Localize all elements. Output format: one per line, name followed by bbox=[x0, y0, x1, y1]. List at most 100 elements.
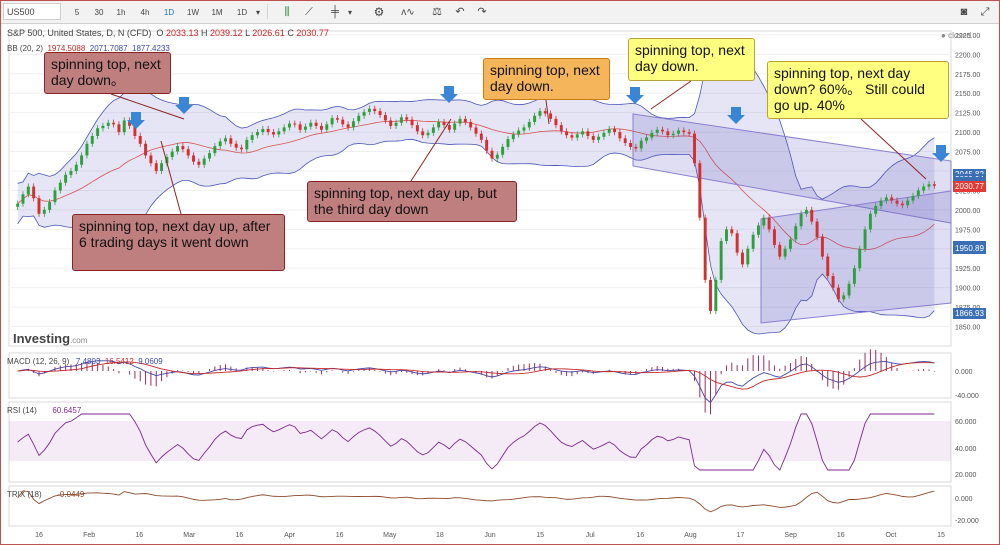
candle-body bbox=[725, 229, 728, 241]
undo-icon[interactable]: ↶ bbox=[455, 6, 465, 18]
candle-body bbox=[149, 155, 153, 164]
candle-body bbox=[932, 184, 936, 186]
candle-body bbox=[101, 125, 105, 129]
interval-1w[interactable]: 1W bbox=[187, 8, 199, 17]
interval-1h[interactable]: 1h bbox=[116, 8, 126, 17]
interval-dropdown[interactable]: 1D bbox=[236, 8, 248, 17]
candle-body bbox=[69, 171, 73, 175]
price-tag: 1950.89 bbox=[953, 243, 986, 255]
candle-body bbox=[623, 138, 627, 143]
x-tick-label: 16 bbox=[35, 532, 43, 539]
candle-body bbox=[399, 117, 403, 123]
candle-body bbox=[421, 131, 425, 136]
line-style-icon[interactable]: ⟋ bbox=[305, 6, 313, 18]
y-tick-label: 1975.00 bbox=[955, 227, 980, 234]
gear-icon[interactable]: ⚙ bbox=[373, 5, 385, 19]
candle-body bbox=[21, 194, 25, 204]
arrow-marker bbox=[727, 107, 745, 124]
y-tick-label: 0.000 bbox=[955, 369, 973, 376]
fullscreen-icon[interactable]: ⤢ bbox=[980, 6, 990, 18]
x-tick-label: 17 bbox=[737, 532, 745, 539]
x-tick-label: 18 bbox=[436, 532, 444, 539]
candle-body bbox=[698, 163, 702, 218]
candle-body bbox=[479, 133, 483, 140]
candle-body bbox=[58, 182, 62, 191]
candle-body bbox=[314, 122, 318, 126]
x-tick-label: Aug bbox=[684, 532, 697, 539]
candle-body bbox=[16, 203, 20, 207]
interval-1d[interactable]: 1D bbox=[163, 8, 175, 17]
candle-body bbox=[426, 132, 430, 136]
annotation-5: spinning top, next day down. bbox=[628, 38, 755, 81]
candle-body bbox=[463, 118, 467, 122]
candle-body bbox=[927, 184, 931, 187]
candle-style-icon[interactable]: ⫼ bbox=[284, 6, 290, 18]
candle-body bbox=[682, 130, 686, 133]
redo-icon[interactable]: ↷ bbox=[477, 6, 487, 18]
candle-body bbox=[224, 138, 227, 142]
candle-body bbox=[671, 133, 675, 136]
candle-body bbox=[277, 131, 281, 135]
arrow-marker bbox=[626, 87, 644, 104]
candle-body bbox=[719, 241, 723, 280]
candle-body bbox=[319, 125, 323, 130]
rsi-line bbox=[17, 413, 935, 471]
candle-body bbox=[208, 153, 211, 159]
candle-body bbox=[229, 138, 233, 144]
candle-body bbox=[192, 155, 196, 162]
y-tick-label: 2175.00 bbox=[955, 72, 980, 79]
interval-1m[interactable]: 1M bbox=[211, 8, 223, 17]
y-tick-label: 20.000 bbox=[955, 472, 977, 479]
candle-body bbox=[661, 129, 664, 132]
candle-body bbox=[64, 174, 68, 183]
compare-icon[interactable]: ⚖ bbox=[432, 6, 442, 18]
candle-body bbox=[826, 256, 830, 276]
bar-style-icon[interactable]: ╪ bbox=[331, 6, 339, 18]
arrow-marker bbox=[175, 97, 193, 114]
candle-body bbox=[517, 130, 521, 135]
candle-body bbox=[288, 123, 291, 128]
candle-body bbox=[485, 139, 489, 151]
candle-body bbox=[378, 111, 382, 115]
candle-body bbox=[341, 119, 345, 125]
x-tick-label: Jul bbox=[586, 532, 595, 539]
interval-5[interactable]: 5 bbox=[74, 8, 80, 17]
y-tick-label: 2150.00 bbox=[955, 91, 980, 98]
candle-body bbox=[309, 122, 313, 127]
y-tick-label: 60.000 bbox=[955, 419, 977, 426]
bb-legend: BB (20, 2) 1974.5088 2071.7087 1877.4233 bbox=[7, 44, 170, 53]
x-tick-label: Jun bbox=[484, 532, 495, 539]
candle-body bbox=[405, 117, 409, 120]
candle-body bbox=[197, 161, 201, 165]
candle-body bbox=[629, 143, 633, 147]
interval-30[interactable]: 30 bbox=[94, 8, 104, 17]
candle-body bbox=[362, 111, 366, 116]
candle-body bbox=[634, 146, 638, 149]
chevron-down-icon[interactable]: ▾ bbox=[255, 8, 260, 17]
candle-body bbox=[645, 137, 649, 141]
candle-body bbox=[346, 124, 350, 128]
candle-body bbox=[442, 122, 446, 126]
candle-body bbox=[836, 287, 840, 300]
symbol-input[interactable]: US500 bbox=[3, 3, 61, 20]
candle-body bbox=[687, 132, 691, 134]
candle-body bbox=[591, 136, 595, 140]
candle-body bbox=[772, 229, 776, 245]
indicators-icon[interactable]: ʌ∿ bbox=[401, 7, 415, 18]
y-tick-label: -40.000 bbox=[955, 393, 979, 400]
candle-body bbox=[511, 134, 515, 140]
camera-icon[interactable]: ◙ bbox=[960, 6, 968, 18]
x-tick-label: 16 bbox=[236, 532, 244, 539]
interval-4h[interactable]: 4h bbox=[140, 8, 150, 17]
bollinger-upper bbox=[17, 44, 935, 200]
candle-body bbox=[842, 295, 846, 300]
y-tick-label: 40.000 bbox=[955, 446, 977, 453]
candle-body bbox=[122, 120, 126, 133]
price-tag: 1866.93 bbox=[953, 308, 986, 320]
arrow-marker bbox=[127, 112, 145, 129]
candle-body bbox=[868, 213, 872, 230]
candle-body bbox=[415, 125, 419, 132]
style-chevron-icon[interactable]: ▾ bbox=[347, 8, 352, 17]
candle-body bbox=[469, 122, 473, 128]
